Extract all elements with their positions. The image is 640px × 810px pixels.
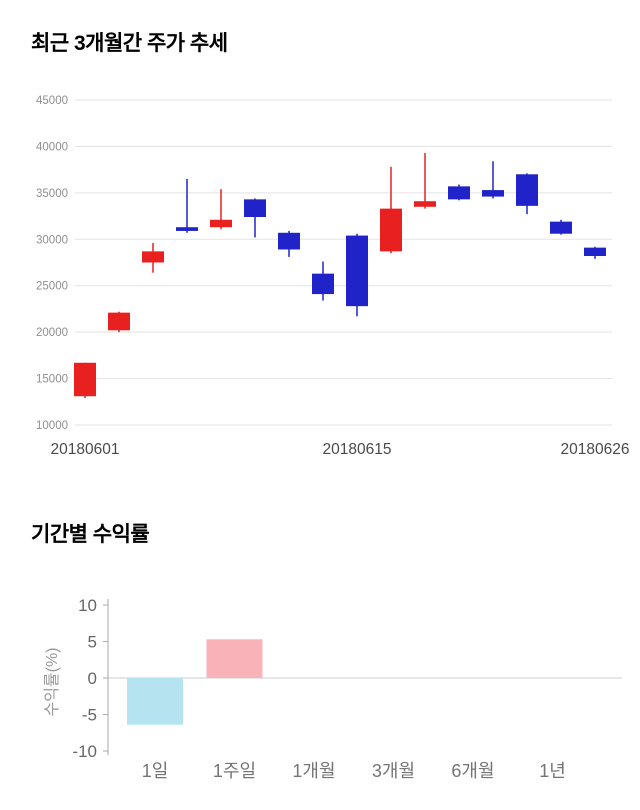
- candle-down: [448, 184, 470, 201]
- candle-body: [482, 190, 504, 197]
- y-axis-tick-label: 10000: [36, 420, 68, 432]
- y-axis-tick-label: -5: [82, 706, 97, 725]
- x-axis-date-label: 20180615: [323, 441, 392, 458]
- y-axis-tick-label: 35000: [36, 188, 68, 200]
- y-axis-tick-label: 0: [88, 669, 97, 688]
- y-axis-tick-label: 5: [88, 633, 97, 652]
- y-axis-tick-label: 10: [78, 596, 97, 615]
- candle-body: [74, 362, 96, 397]
- y-axis-tick-label: 20000: [36, 327, 68, 339]
- price-chart-title: 최근 3개월간 주가 추세: [31, 32, 228, 55]
- candle-up: [142, 243, 164, 273]
- candle-down: [312, 261, 334, 301]
- candle-body: [244, 199, 266, 217]
- candle-down: [550, 219, 572, 235]
- y-axis-tick-label: 30000: [36, 234, 68, 246]
- candle-body: [550, 221, 572, 234]
- y-axis-tick-label: 40000: [36, 141, 68, 153]
- candle-body: [176, 227, 198, 231]
- candle-body: [346, 235, 368, 307]
- price-candlestick-chart: 45000 40000 35000 30000 25000 20000 15000 10000…: [0, 85, 640, 460]
- y-axis-tick-label: -10: [72, 742, 97, 761]
- candle-down: [516, 173, 538, 215]
- candle-body: [584, 247, 606, 256]
- x-axis-category-label: 6개월: [451, 761, 494, 781]
- returns-bar-chart: 10 5 0 -5 -10 1일 1주일 1개월 3개월 6개월 1년 수익률(%): [0, 570, 640, 810]
- candle-up: [108, 311, 130, 333]
- candle-body: [516, 174, 538, 206]
- x-axis-category-label: 1개월: [292, 761, 335, 781]
- returns-chart-title: 기간별 수익률: [31, 523, 150, 546]
- candle-body: [380, 208, 402, 252]
- candle-body: [142, 251, 164, 263]
- candle-down: [244, 198, 266, 238]
- candle-body: [312, 273, 334, 295]
- candle-body: [278, 232, 300, 250]
- x-axis-category-label: 3개월: [372, 761, 415, 781]
- x-axis-date-label: 20180626: [561, 441, 630, 458]
- x-axis-category-label: 1일: [142, 761, 169, 781]
- candle-down: [346, 233, 368, 317]
- candle-down: [584, 246, 606, 259]
- y-axis-tick-label: 45000: [36, 95, 68, 107]
- candle-body: [448, 186, 470, 200]
- x-axis-date-label: 20180601: [51, 441, 120, 458]
- candle-down: [482, 161, 504, 199]
- return-bar-2: [206, 639, 263, 678]
- candle-body: [108, 312, 130, 331]
- candle-body: [414, 201, 436, 207]
- price-chart-canvas: 45000 40000 35000 30000 25000 20000 15000 10000…: [36, 95, 630, 458]
- y-axis-tick-label: 25000: [36, 281, 68, 293]
- candle-up: [414, 152, 436, 209]
- candle-body: [210, 219, 232, 228]
- y-axis-title: 수익률(%): [43, 647, 61, 716]
- returns-chart-canvas: 10 5 0 -5 -10 1일 1주일 1개월 3개월 6개월 1년 수익률(%): [43, 596, 622, 781]
- y-axis-tick-label: 15000: [36, 374, 68, 386]
- return-bar-1: [127, 678, 183, 725]
- candle-down: [176, 178, 198, 233]
- x-axis-category-label: 1년: [539, 761, 566, 781]
- x-axis-category-label: 1주일: [213, 761, 256, 781]
- candle-up: [74, 362, 96, 399]
- candle-down: [278, 230, 300, 257]
- candle-up: [380, 166, 402, 254]
- candle-up: [210, 189, 232, 230]
